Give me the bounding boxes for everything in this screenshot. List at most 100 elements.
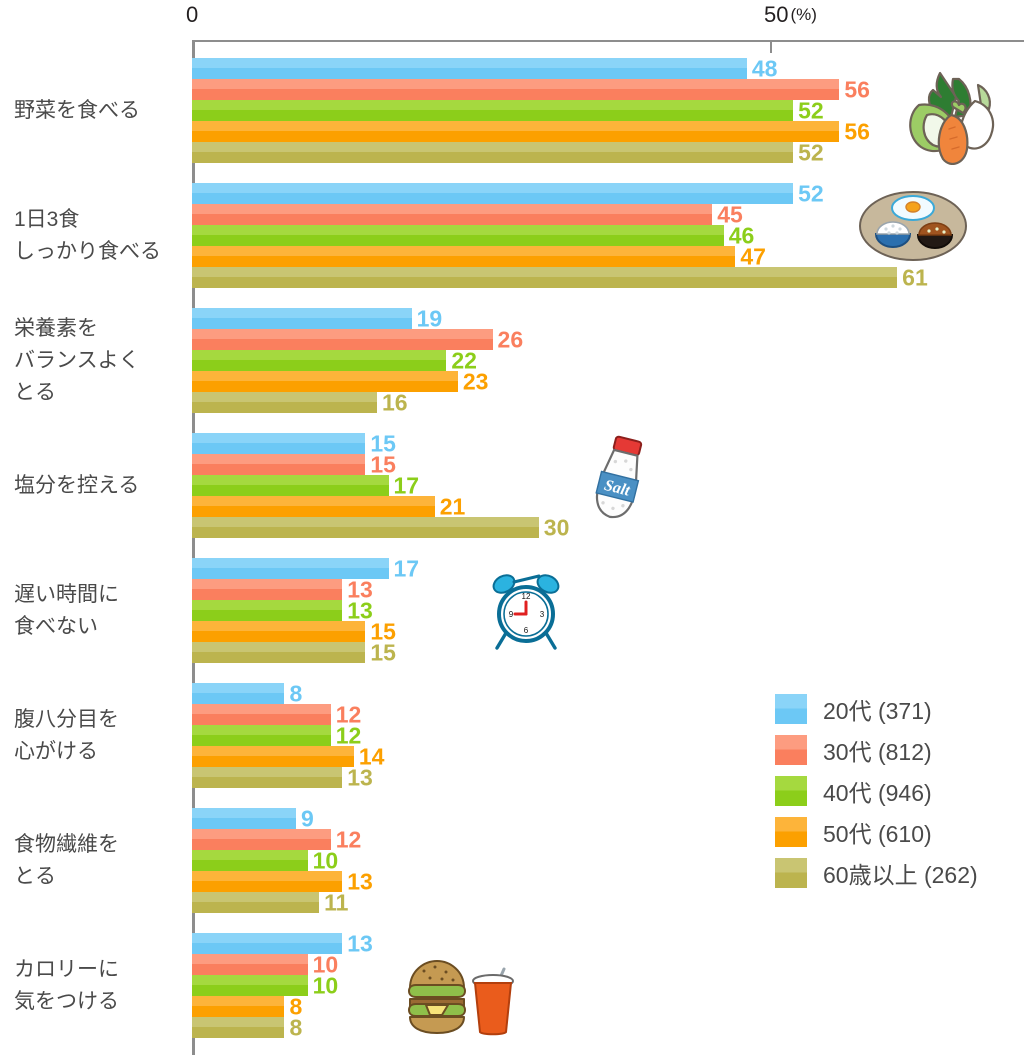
bar[interactable] xyxy=(192,829,331,850)
bar-row: 10 xyxy=(192,974,1024,997)
legend-swatch xyxy=(775,816,807,847)
burger-and-drink-illustration xyxy=(404,955,520,1042)
bar[interactable] xyxy=(192,308,412,329)
bar[interactable] xyxy=(192,933,343,954)
bar-value-label: 46 xyxy=(728,222,755,248)
bar[interactable] xyxy=(192,954,308,975)
bar[interactable] xyxy=(192,558,389,579)
bar-value-label: 22 xyxy=(451,347,477,373)
bar[interactable] xyxy=(192,725,331,746)
bar[interactable] xyxy=(192,329,493,350)
legend-swatch xyxy=(775,693,807,724)
legend-item-3[interactable]: 50代 (610) xyxy=(775,811,978,852)
bar-row: 17 xyxy=(192,555,1024,581)
legend-label: 50代 (610) xyxy=(823,820,932,847)
bar-row: 12 xyxy=(192,826,1024,852)
bar[interactable] xyxy=(192,975,308,996)
bar[interactable] xyxy=(192,454,366,475)
bar-value-label: 13 xyxy=(347,868,373,894)
bar-value-label: 8 xyxy=(289,680,303,706)
alarm-clock-illustration: 12 3 6 9 xyxy=(487,570,565,657)
bar-value-label: 61 xyxy=(902,264,928,290)
bar-row: 13 xyxy=(192,576,1024,602)
bar[interactable] xyxy=(192,621,366,642)
bar-row: 16 xyxy=(192,391,1024,414)
legend-item-4[interactable]: 60歳以上 (262) xyxy=(775,852,978,893)
bar-value-label: 13 xyxy=(347,597,373,623)
bar[interactable] xyxy=(192,371,458,392)
bar[interactable] xyxy=(192,767,343,788)
bar[interactable] xyxy=(192,58,747,79)
bar[interactable] xyxy=(192,204,713,225)
bar[interactable] xyxy=(192,683,285,704)
bar-row: 21 xyxy=(192,493,1024,519)
legend-item-0[interactable]: 20代 (371) xyxy=(775,688,978,729)
legend-item-2[interactable]: 40代 (946) xyxy=(775,770,978,811)
clock-mark-12: 12 xyxy=(522,592,531,601)
bar[interactable] xyxy=(192,746,354,767)
legend-label: 60歳以上 (262) xyxy=(823,861,978,888)
bar-value-label: 19 xyxy=(416,305,443,331)
category-label-3: 塩分を控える xyxy=(14,473,140,497)
bar-row: 56 xyxy=(192,76,1024,102)
bar-row: 8 xyxy=(192,680,1024,706)
bar[interactable] xyxy=(192,808,297,829)
bar-row: 47 xyxy=(192,245,1024,268)
bar[interactable] xyxy=(192,600,343,621)
bar[interactable] xyxy=(192,225,724,246)
category-label-4: 遅い時間に 食べない xyxy=(14,582,119,638)
bar[interactable] xyxy=(192,142,794,163)
legend-label: 30代 (812) xyxy=(823,738,932,765)
bar[interactable] xyxy=(192,100,794,121)
bar-value-label: 17 xyxy=(393,555,420,581)
japanese-meal-tray-illustration xyxy=(858,190,968,267)
bar-value-label: 30 xyxy=(543,514,570,540)
bar[interactable] xyxy=(192,392,377,413)
bar[interactable] xyxy=(192,246,736,267)
bar[interactable] xyxy=(192,871,343,892)
bar[interactable] xyxy=(192,1017,285,1038)
axis-top-line xyxy=(192,40,1024,42)
bar[interactable] xyxy=(192,892,320,913)
bar-row: 12 xyxy=(192,722,1024,748)
bar[interactable] xyxy=(192,996,285,1017)
bar-value-label: 26 xyxy=(497,326,524,352)
category-label-1: 1日3食 しっかり食べる xyxy=(14,207,161,263)
bar-row: 48 xyxy=(192,57,1024,80)
bar[interactable] xyxy=(192,579,343,600)
bar[interactable] xyxy=(192,183,794,204)
bar-value-label: 10 xyxy=(312,847,339,873)
bar-row: 45 xyxy=(192,201,1024,227)
bar-row: 23 xyxy=(192,370,1024,393)
bar-row: 13 xyxy=(192,932,1024,955)
bar[interactable] xyxy=(192,704,331,725)
bar-value-label: 56 xyxy=(844,76,870,102)
bar-value-label: 12 xyxy=(335,722,362,748)
legend-item-1[interactable]: 30代 (812) xyxy=(775,729,978,770)
tick-value: 50 xyxy=(764,2,789,27)
bar-value-label: 45 xyxy=(717,201,743,227)
axis-baseline xyxy=(192,40,195,1055)
bar[interactable] xyxy=(192,79,840,100)
salt-label: Salt xyxy=(602,477,632,500)
bar[interactable] xyxy=(192,267,898,288)
bar-row: 22 xyxy=(192,347,1024,373)
category-label-6: 食物繊維を とる xyxy=(14,832,119,888)
bar[interactable] xyxy=(192,475,389,496)
bar-value-label: 13 xyxy=(347,764,373,790)
bar[interactable] xyxy=(192,350,447,371)
bar-value-label: 21 xyxy=(439,493,466,519)
clock-mark-9: 9 xyxy=(509,610,514,619)
bar[interactable] xyxy=(192,121,840,142)
bar-value-label: 8 xyxy=(289,1014,303,1040)
bar[interactable] xyxy=(192,850,308,871)
bar[interactable] xyxy=(192,517,539,538)
bar-row: 10 xyxy=(192,847,1024,873)
bar-value-label: 13 xyxy=(347,576,373,602)
bar[interactable] xyxy=(192,496,435,517)
bar[interactable] xyxy=(192,433,366,454)
bar-value-label: 12 xyxy=(335,826,362,852)
bar[interactable] xyxy=(192,642,366,663)
tick-value: 0 xyxy=(186,2,199,27)
legend: 20代 (371) 30代 (812) 40代 (946) 50代 (610) 60歳以… xyxy=(775,688,978,893)
